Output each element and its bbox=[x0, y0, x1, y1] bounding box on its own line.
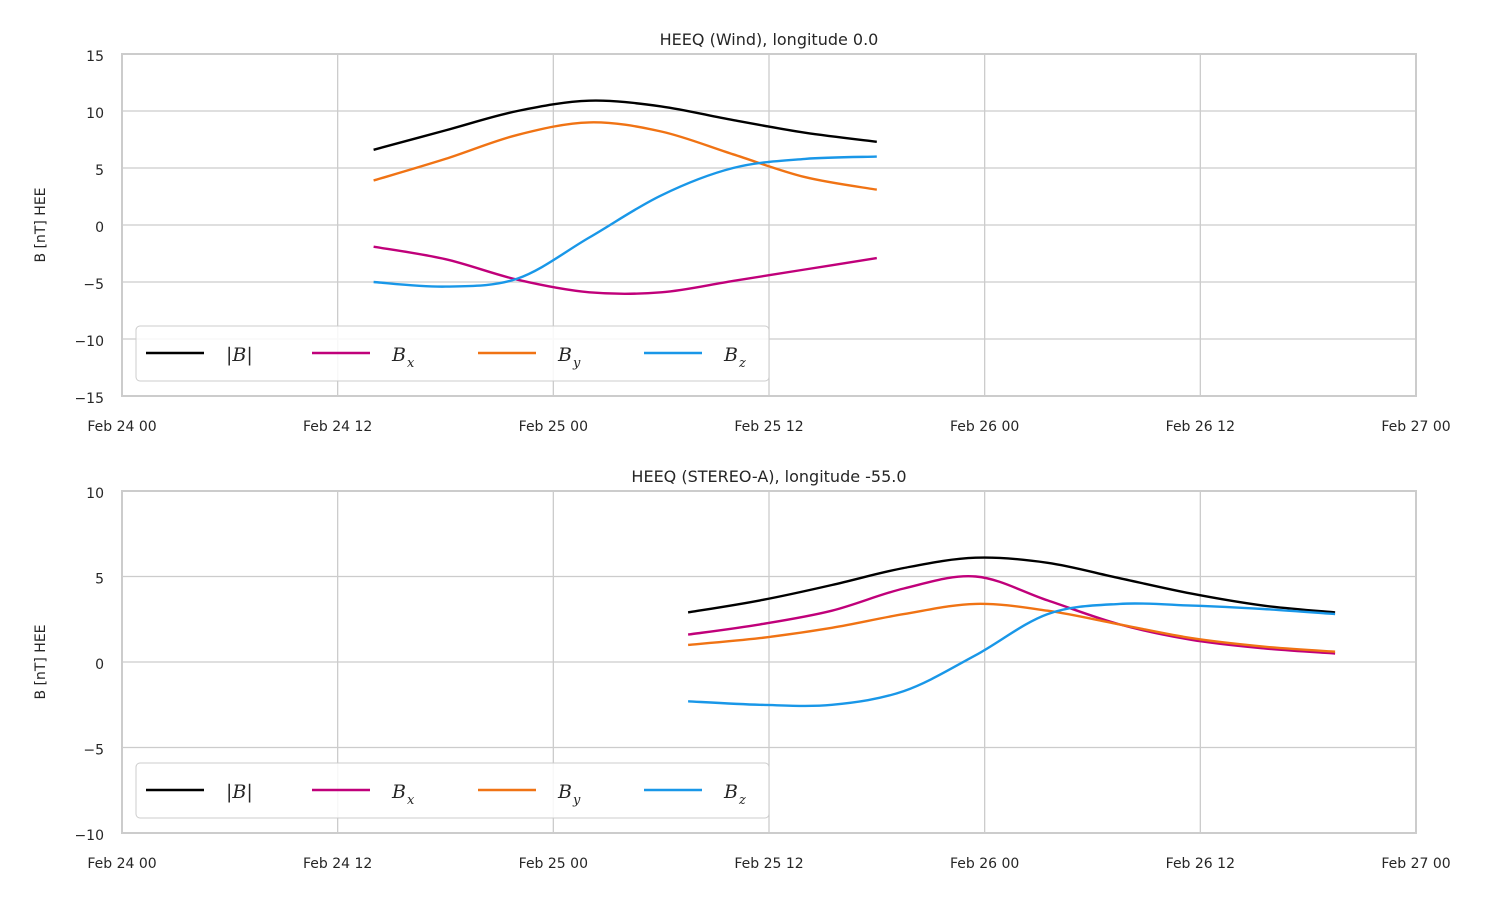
x-tick-label: Feb 27 00 bbox=[1381, 419, 1450, 435]
legend-box bbox=[135, 325, 770, 382]
series-line-bx bbox=[373, 245, 877, 295]
y-tick-label: −15 bbox=[74, 391, 104, 407]
y-tick-label: 0 bbox=[95, 657, 104, 673]
y-tick-label: 0 bbox=[95, 220, 104, 236]
legend-label: By bbox=[557, 344, 581, 371]
series-line-by bbox=[687, 602, 1336, 653]
x-tick-label: Feb 26 12 bbox=[1166, 856, 1235, 872]
series-line-b bbox=[687, 556, 1336, 614]
chart-title: HEEQ (Wind), longitude 0.0 bbox=[660, 30, 879, 49]
plot-frame bbox=[121, 490, 1417, 834]
plot-frame bbox=[121, 53, 1417, 397]
series-line-by bbox=[373, 121, 878, 191]
y-tick-label: 5 bbox=[95, 572, 104, 588]
y-tick-label: −10 bbox=[74, 334, 104, 350]
series-line-bz bbox=[688, 602, 1336, 708]
legend-label: Bx bbox=[391, 781, 415, 808]
chart-2: Feb 24 00 Feb 24 12 Feb 25 00 Feb 25 12 Feb … bbox=[33, 467, 1451, 872]
y-tick-label: 15 bbox=[86, 49, 104, 65]
x-tick-label: Feb 27 00 bbox=[1381, 856, 1450, 872]
y-axis-label: B [nT] HEE bbox=[33, 624, 49, 699]
legend-label: Bz bbox=[723, 781, 746, 808]
series-line-bx bbox=[687, 574, 1336, 655]
x-tick-label: Feb 24 00 bbox=[87, 419, 156, 435]
x-tick-label: Feb 24 12 bbox=[303, 419, 372, 435]
legend: |B| Bx By Bz bbox=[135, 762, 770, 819]
y-tick-label: −5 bbox=[83, 743, 104, 759]
x-tick-label: Feb 26 00 bbox=[950, 856, 1019, 872]
legend-label: By bbox=[557, 781, 581, 808]
chart-title: HEEQ (STEREO-A), longitude -55.0 bbox=[631, 467, 906, 486]
y-tick-label: −5 bbox=[83, 277, 104, 293]
legend: |B| Bx By Bz bbox=[135, 325, 770, 382]
x-tick-label: Feb 25 12 bbox=[734, 419, 803, 435]
x-tick-label: Feb 26 12 bbox=[1166, 419, 1235, 435]
x-tick-label: Feb 26 00 bbox=[950, 419, 1019, 435]
series-line-b bbox=[373, 99, 877, 151]
y-tick-label: −10 bbox=[74, 828, 104, 844]
x-tick-label: Feb 25 00 bbox=[519, 419, 588, 435]
y-tick-label: 10 bbox=[86, 486, 104, 502]
x-tick-label: Feb 24 00 bbox=[87, 856, 156, 872]
y-axis-label: B [nT] HEE bbox=[33, 187, 49, 262]
legend-label: Bx bbox=[391, 344, 415, 371]
legend-label: |B| bbox=[226, 344, 253, 366]
x-tick-label: Feb 25 12 bbox=[734, 856, 803, 872]
y-tick-label: 10 bbox=[86, 106, 104, 122]
legend-label: |B| bbox=[226, 781, 253, 803]
chart-1: Feb 24 00 Feb 24 12 Feb 25 00 Feb 25 12 Feb … bbox=[33, 30, 1451, 435]
x-tick-label: Feb 25 00 bbox=[519, 856, 588, 872]
legend-box bbox=[135, 762, 770, 819]
legend-label: Bz bbox=[723, 344, 746, 371]
series-line-bz bbox=[373, 155, 877, 288]
x-tick-label: Feb 24 12 bbox=[303, 856, 372, 872]
y-tick-label: 5 bbox=[95, 163, 104, 179]
